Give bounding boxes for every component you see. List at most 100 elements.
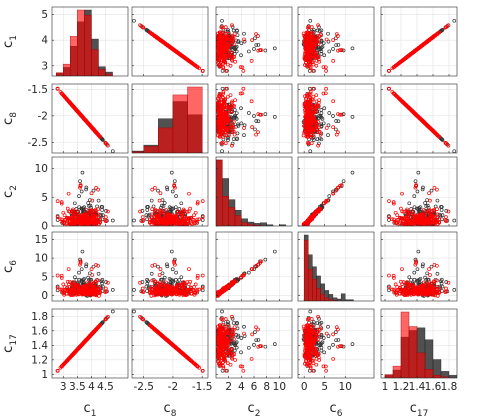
scatter-point xyxy=(420,187,425,192)
scatter-point xyxy=(230,125,235,130)
scatter-point xyxy=(387,199,391,204)
scatter-point xyxy=(235,29,239,33)
scatter-point xyxy=(395,62,400,67)
scatter-point xyxy=(312,116,317,120)
scatter-point xyxy=(62,94,67,99)
scatter-point xyxy=(164,207,168,212)
scatter-point xyxy=(308,113,313,118)
scatter-point xyxy=(221,134,226,139)
scatter-point xyxy=(230,38,235,42)
scatter-point xyxy=(304,107,309,111)
scatter-point xyxy=(272,46,277,51)
scatter-point xyxy=(302,57,307,61)
scatter-point xyxy=(317,98,322,103)
scatter-point xyxy=(391,65,396,70)
scatter-point xyxy=(316,143,320,148)
scatter-point xyxy=(89,205,94,210)
scatter-point xyxy=(153,209,157,213)
scatter-point xyxy=(307,60,311,65)
scatter-point xyxy=(314,54,319,59)
panel-border xyxy=(131,156,209,227)
scatter-point xyxy=(68,209,72,214)
scatter-point xyxy=(94,209,98,213)
scatter-point xyxy=(226,62,230,67)
scatter-point xyxy=(176,209,180,214)
scatter-point xyxy=(303,63,307,67)
scatter-point xyxy=(88,219,93,223)
scatter-point xyxy=(179,201,184,206)
scatter-point xyxy=(435,187,439,192)
scatter-point xyxy=(169,170,174,175)
scatter-point xyxy=(407,201,412,206)
scatter-point xyxy=(263,112,268,117)
scatter-point xyxy=(230,141,235,146)
scatter-point xyxy=(229,104,234,109)
scatter-point xyxy=(81,212,86,217)
scatter-point xyxy=(317,141,321,146)
scatter-point xyxy=(444,25,448,29)
scatter-point xyxy=(317,59,322,64)
scatter-point xyxy=(446,209,451,214)
scatter-point xyxy=(230,130,235,134)
y-tick-label: 10 xyxy=(35,163,48,175)
scatter-point xyxy=(171,47,176,52)
scatter-point xyxy=(178,223,183,226)
scatter-point xyxy=(309,134,313,139)
scatter-point xyxy=(230,143,234,148)
scatter-point xyxy=(106,143,110,148)
panel-r2-c3 xyxy=(215,83,293,154)
histogram-bar xyxy=(63,63,71,76)
scatter-point xyxy=(238,65,243,69)
scatter-point xyxy=(193,220,198,225)
scatter-point xyxy=(67,216,72,221)
scatter-point xyxy=(192,221,197,226)
scatter-point xyxy=(65,206,70,211)
scatter-point xyxy=(226,135,231,139)
scatter-point xyxy=(158,209,163,213)
scatter-point xyxy=(228,93,233,98)
scatter-point xyxy=(153,34,157,39)
scatter-point xyxy=(426,205,431,210)
scatter-point xyxy=(90,198,95,203)
scatter-point xyxy=(326,39,331,44)
scatter-point xyxy=(253,127,257,132)
scatter-point xyxy=(242,37,246,42)
scatter-point xyxy=(148,220,152,225)
scatter-point xyxy=(138,23,142,28)
scatter-point xyxy=(200,199,205,204)
scatter-point xyxy=(256,34,260,38)
scatter-point xyxy=(186,58,190,62)
scatter-point xyxy=(236,39,241,43)
scatter-point xyxy=(159,205,163,210)
scatter-point xyxy=(223,86,228,91)
scatter-point xyxy=(401,58,405,62)
scatter-point xyxy=(240,65,245,70)
scatter-point xyxy=(222,127,226,132)
y-tick-label: -2 xyxy=(38,110,48,122)
scatter-point xyxy=(250,38,254,42)
scatter-point xyxy=(79,206,84,211)
scatter-point xyxy=(77,194,81,199)
scatter-point xyxy=(180,219,185,224)
scatter-point xyxy=(256,42,261,47)
scatter-point xyxy=(308,90,313,94)
scatter-point xyxy=(79,189,84,194)
scatter-point xyxy=(254,132,258,137)
scatter-point xyxy=(336,112,340,116)
scatter-point xyxy=(258,112,263,117)
scatter-point xyxy=(94,131,99,135)
scatter-point xyxy=(67,100,72,105)
scatter-point xyxy=(68,101,73,105)
scatter-point xyxy=(256,119,261,124)
scatter-point xyxy=(153,215,157,219)
scatter-point xyxy=(310,215,315,219)
scatter-point xyxy=(140,209,145,213)
panel-border xyxy=(131,6,209,77)
scatter-point xyxy=(100,208,104,212)
scatter-point xyxy=(333,127,338,132)
histogram-bar xyxy=(91,49,99,76)
panel-content xyxy=(387,86,457,153)
scatter-point xyxy=(234,38,238,43)
scatter-point xyxy=(432,130,437,134)
scatter-point xyxy=(435,198,440,203)
